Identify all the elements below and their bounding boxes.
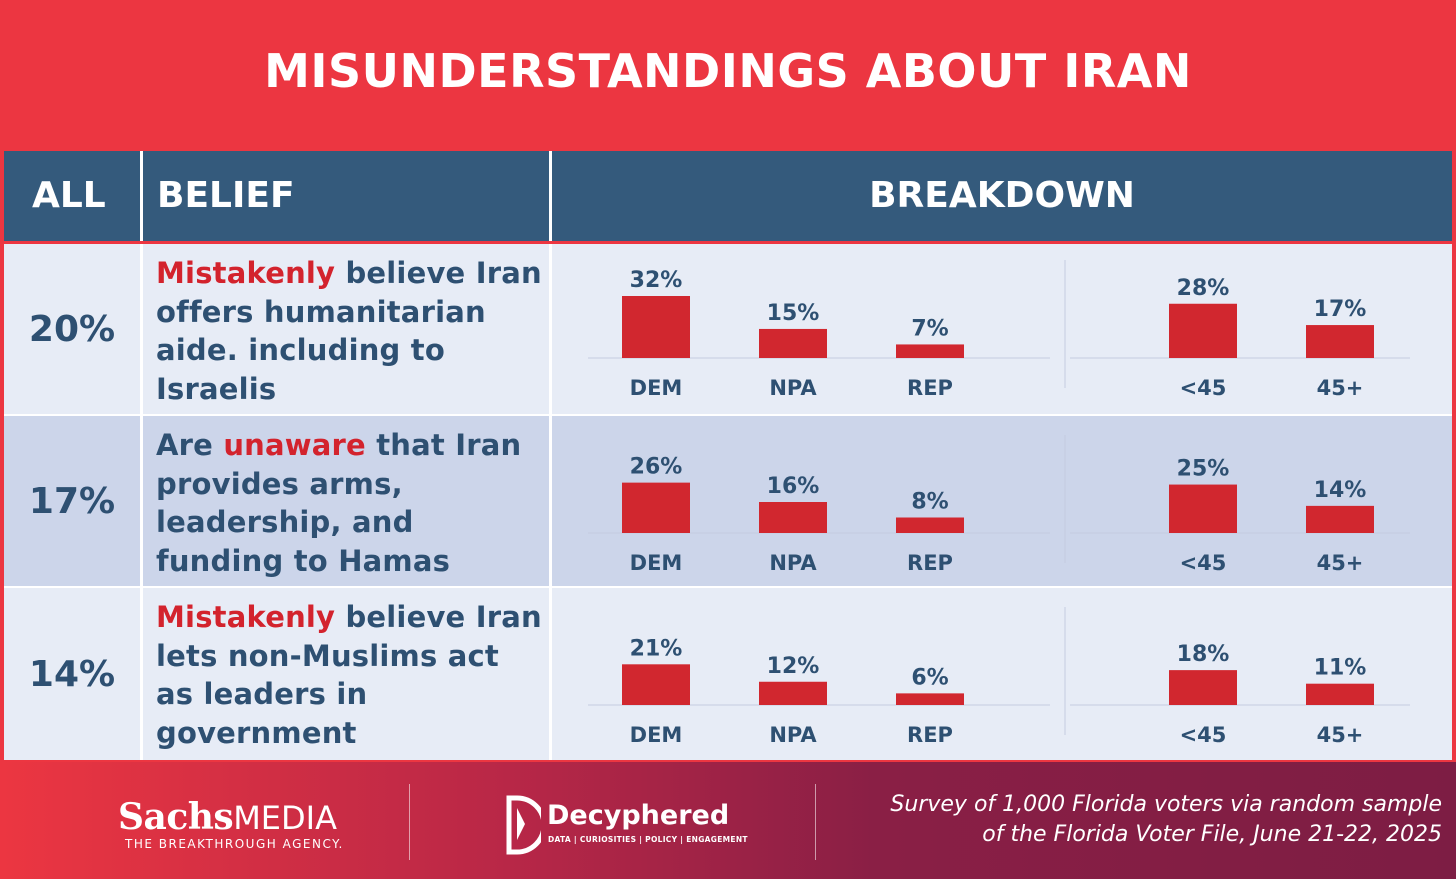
header-breakdown: BREAKDOWN [869, 175, 1135, 216]
belief-text: Mistakenly believe Iran offers humanitar… [156, 254, 546, 408]
category-label: 45+ [1317, 551, 1364, 575]
decyphered-tagline: DATA | CURIOSITIES | POLICY | ENGAGEMENT [548, 835, 748, 844]
belief-highlight: Mistakenly [156, 256, 336, 290]
title-band [0, 0, 1456, 150]
category-label: DEM [630, 551, 683, 575]
belief-text: Are unaware that Iran provides arms, lea… [156, 426, 546, 580]
bar-value-label: 25% [1177, 457, 1230, 482]
footer: SachsMEDIA THE BREAKTHROUGH AGENCY. Decy… [0, 762, 1456, 879]
belief-post: that Iran provides arms, leadership, and… [156, 428, 522, 578]
column-divider [549, 244, 552, 414]
column-divider [140, 244, 143, 414]
category-label: 45+ [1317, 376, 1364, 400]
belief-post: believe Iran lets non-Muslims act as lea… [156, 600, 542, 750]
category-label: DEM [630, 376, 683, 400]
category-label: NPA [769, 376, 817, 400]
bar-age-45 [1306, 505, 1374, 533]
bar-age-45 [1169, 484, 1237, 533]
bar-value-label: 21% [630, 636, 683, 661]
bar-value-label: 17% [1314, 297, 1367, 322]
bar-value-label: 12% [767, 654, 820, 679]
decyphered-logo-icon [506, 795, 541, 855]
category-label: <45 [1180, 376, 1227, 400]
bar-party-dem [622, 482, 690, 533]
bar-value-label: 8% [911, 490, 948, 515]
bar-value-label: 16% [767, 474, 820, 499]
bar-value-label: 32% [630, 268, 683, 293]
bar-value-label: 11% [1314, 656, 1367, 681]
bar-party-dem [622, 664, 690, 705]
column-divider [549, 588, 552, 760]
belief-post: believe Iran offers humanitarian aide. i… [156, 256, 542, 406]
bar-party-dem [622, 296, 690, 358]
bar-party-rep [896, 517, 964, 533]
header-divider [140, 151, 143, 241]
column-divider [140, 416, 143, 586]
header-all: ALL [32, 175, 106, 216]
bar-age-45 [1169, 303, 1237, 358]
category-label: 45+ [1317, 723, 1364, 747]
all-value: 14% [28, 653, 116, 695]
survey-line-1: Survey of 1,000 Florida voters via rando… [890, 792, 1442, 817]
bar-age-45 [1306, 683, 1374, 705]
header-divider [549, 151, 552, 241]
bar-value-label: 28% [1177, 276, 1230, 301]
category-label: NPA [769, 723, 817, 747]
bar-value-label: 7% [911, 316, 948, 341]
category-label: REP [907, 376, 953, 400]
belief-highlight: unaware [223, 428, 366, 462]
bar-age-45 [1306, 325, 1374, 358]
sachs-media: MEDIA [233, 799, 337, 837]
survey-note: Survey of 1,000 Florida voters via rando… [830, 790, 1442, 850]
bar-party-rep [896, 693, 964, 705]
row-separator [4, 414, 1452, 416]
page-title: MISUNDERSTANDINGS ABOUT IRAN [264, 44, 1192, 98]
category-label: REP [907, 723, 953, 747]
column-divider [549, 416, 552, 586]
sachs-media-logo: SachsMEDIA [118, 796, 337, 838]
all-value: 17% [28, 480, 116, 522]
belief-text: Mistakenly believe Iran lets non-Muslims… [156, 598, 546, 752]
decyphered-name: Decyphered [547, 800, 730, 831]
bar-value-label: 26% [630, 455, 683, 480]
category-label: NPA [769, 551, 817, 575]
bar-party-npa [759, 681, 827, 705]
all-value: 20% [28, 308, 116, 350]
bar-party-npa [759, 502, 827, 533]
belief-highlight: Mistakenly [156, 600, 336, 634]
footer-divider [815, 784, 816, 860]
category-label: <45 [1180, 723, 1227, 747]
bar-party-rep [896, 344, 964, 358]
bar-value-label: 18% [1177, 642, 1230, 667]
bar-age-45 [1169, 670, 1237, 705]
bar-value-label: 14% [1314, 478, 1367, 503]
table-header: ALL BELIEF BREAKDOWN [4, 151, 1452, 241]
sachs-tagline: THE BREAKTHROUGH AGENCY. [125, 837, 344, 851]
category-label: DEM [630, 723, 683, 747]
bar-party-npa [759, 328, 827, 358]
sachs-main: Sachs [118, 796, 234, 838]
category-label: <45 [1180, 551, 1227, 575]
footer-divider [409, 784, 410, 860]
belief-pre: Are [156, 428, 224, 462]
column-divider [140, 588, 143, 760]
bar-value-label: 15% [767, 301, 820, 326]
survey-line-2: of the Florida Voter File, June 21-22, 2… [982, 822, 1442, 847]
category-label: REP [907, 551, 953, 575]
header-belief: BELIEF [157, 175, 295, 216]
bar-value-label: 6% [911, 665, 948, 690]
row-separator [4, 586, 1452, 588]
